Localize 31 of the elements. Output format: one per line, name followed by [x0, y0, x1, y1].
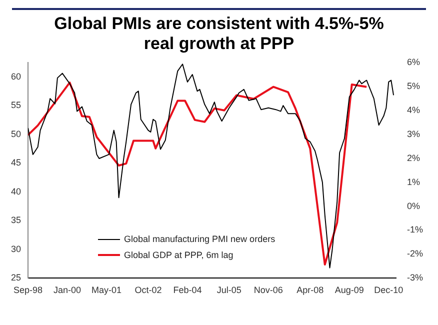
y2-tick-label: 6% — [406, 56, 420, 67]
x-tick-label: Jul-05 — [216, 285, 242, 296]
x-tick-label: Apr-08 — [296, 285, 324, 296]
x-tick-label: Dec-10 — [374, 285, 404, 296]
y-tick-label: 45 — [10, 158, 22, 168]
x-tick-label: Aug-09 — [334, 285, 364, 296]
y-tick-label: 25 — [10, 272, 22, 283]
y2-tick-label: 0% — [406, 200, 420, 211]
chart-title: Global PMIs are consistent with 4.5%-5% real growth at PPP — [53, 13, 385, 54]
y2-tick-label: -1% — [406, 224, 424, 235]
y-tick-label: 60 — [10, 71, 22, 82]
y2-tick-label: 2% — [406, 152, 420, 163]
y-tick-label: 40 — [10, 186, 22, 196]
x-tick-label: Jan-00 — [53, 285, 82, 296]
y-tick-label: 35 — [10, 215, 22, 226]
y2-tick-label: 4% — [406, 104, 420, 115]
x-tick-label: Nov-06 — [254, 285, 283, 296]
legend-label: Global GDP at PPP, 6m lag — [124, 250, 234, 260]
x-tick-label: Feb-04 — [173, 285, 202, 296]
x-tick-label: Oct-02 — [134, 285, 162, 296]
x-tick-label: May-01 — [92, 285, 122, 296]
y2-tick-label: -2% — [406, 248, 424, 259]
x-tick-label: Sep-98 — [13, 285, 43, 296]
y-tick-label: 50 — [10, 128, 22, 139]
y-tick-label: 30 — [10, 244, 22, 254]
legend-label: Global manufacturing PMI new orders — [124, 234, 276, 244]
y-tick-label: 55 — [10, 100, 22, 110]
y2-tick-label: 3% — [406, 128, 420, 139]
y2-tick-label: 5% — [406, 80, 420, 91]
y2-tick-label: -3% — [406, 272, 424, 283]
y2-tick-label: 1% — [406, 176, 420, 187]
